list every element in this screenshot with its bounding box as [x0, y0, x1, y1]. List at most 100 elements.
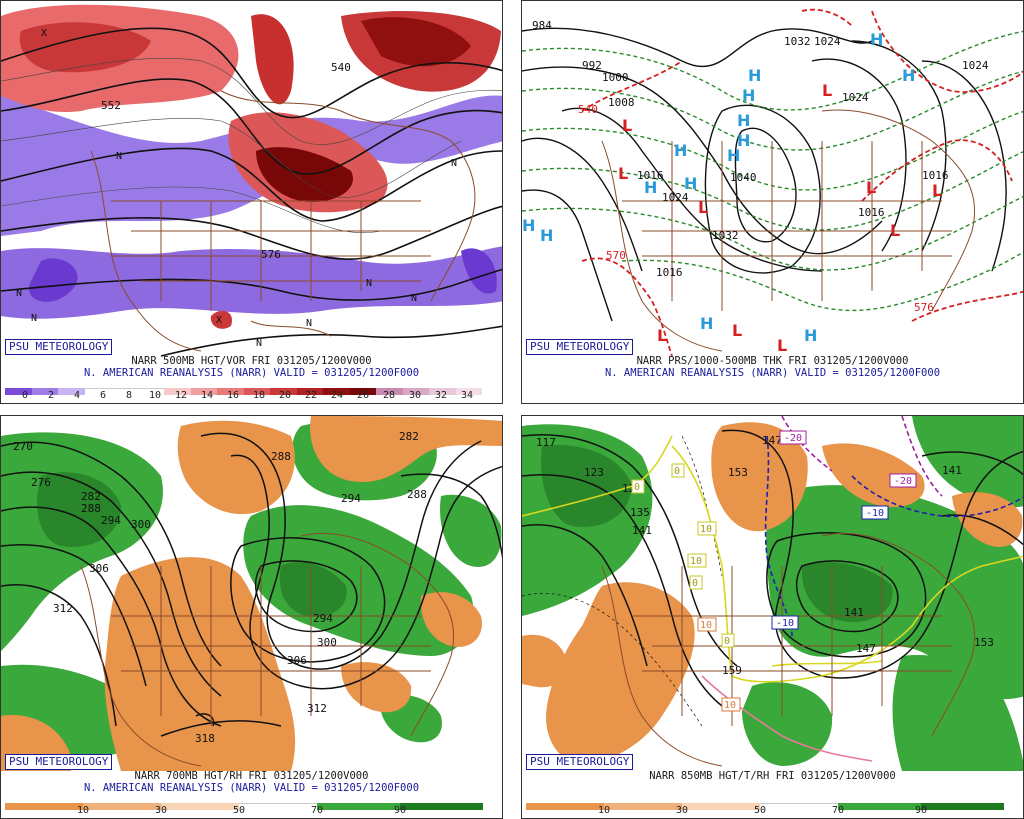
height-label: 306 — [287, 654, 307, 667]
colorbar-tick: 34 — [460, 390, 474, 401]
colorbar-tick: 10 — [76, 805, 90, 816]
colorbar-tick: 22 — [304, 390, 318, 401]
panel-caption-product: NARR 700MB HGT/RH FRI 031205/1200V000 — [134, 770, 369, 782]
colorbar-swatch — [400, 803, 483, 810]
height-label: 141 — [844, 606, 864, 619]
colorbar-swatch — [5, 388, 32, 395]
high-pressure-marker: H — [540, 226, 553, 245]
low-pressure-marker: L — [866, 178, 876, 197]
humidity-colorbar-ticks: 10 30 50 70 90 — [5, 805, 483, 817]
colorbar-tick: 10 — [148, 390, 162, 401]
vort-max-marker: X — [216, 315, 222, 326]
colorbar-swatch — [270, 388, 297, 395]
height-label: 300 — [131, 518, 151, 531]
isotherm-label: 0 — [674, 466, 680, 477]
height-label: 141 — [632, 524, 652, 537]
height-label: 117 — [536, 436, 556, 449]
height-label: 153 — [974, 636, 994, 649]
colorbar-swatch — [838, 803, 921, 810]
vorticity-colorbar-ticks: 0 2 4 6 8 10 12 14 16 18 20 22 24 26 28 … — [5, 390, 482, 402]
label-552: 552 — [101, 99, 121, 112]
high-pressure-marker: H — [674, 141, 687, 160]
colorbar-swatch — [31, 388, 58, 395]
colorbar-tick: 0 — [21, 390, 29, 401]
vort-min-marker: N — [306, 318, 312, 329]
label-576: 576 — [261, 248, 281, 261]
isobar-label: 984 — [532, 19, 552, 32]
high-pressure-marker: H — [737, 131, 750, 150]
colorbar-tick: 14 — [200, 390, 214, 401]
colorbar-tick: 32 — [434, 390, 448, 401]
colorbar-swatch — [83, 803, 161, 810]
high-pressure-marker: H — [644, 178, 657, 197]
height-label: 294 — [101, 514, 121, 527]
height-label: 300 — [317, 636, 337, 649]
colorbar-swatch — [243, 388, 270, 395]
colorbar-swatch — [604, 803, 682, 810]
high-pressure-marker: H — [684, 174, 697, 193]
panel-700mb-humidity: 270 276 282 288 294 300 306 312 318 288 … — [0, 415, 503, 819]
height-label: 312 — [307, 702, 327, 715]
vort-min-marker: N — [411, 293, 417, 304]
colorbar-swatch — [239, 803, 317, 810]
height-label: 147 — [762, 434, 782, 447]
isobar-label: 1024 — [842, 91, 869, 104]
vort-min-marker: N — [31, 313, 37, 324]
high-pressure-marker: H — [727, 146, 740, 165]
map-500mb: 552 576 540 N N N N N N X X N N — [1, 1, 502, 357]
isobar-label: 1016 — [656, 266, 683, 279]
colorbar-tick: 16 — [226, 390, 240, 401]
colorbar-tick: 6 — [99, 390, 107, 401]
vort-min-marker: N — [366, 278, 372, 289]
colorbar-tick: 70 — [310, 805, 324, 816]
panel-sea-level-pressure-thickness: H H H H H H H H H H H H H H L L L L L L … — [521, 0, 1024, 404]
colorbar-tick: 10 — [597, 805, 611, 816]
humidity-colorbar — [5, 795, 483, 810]
height-label: 318 — [195, 732, 215, 745]
high-pressure-marker: H — [522, 216, 535, 235]
colorbar-tick: 20 — [278, 390, 292, 401]
vort-min-marker: N — [116, 151, 122, 162]
panel-caption-valid: N. AMERICAN REANALYSIS (NARR) VALID = 03… — [83, 367, 420, 379]
isotherm-label: 0 — [634, 482, 640, 493]
humidity-colorbar-ticks: 10 30 50 70 90 — [526, 805, 1004, 817]
isotherm-label: 0 — [692, 578, 698, 589]
isobar-label: 1016 — [922, 169, 949, 182]
high-pressure-marker: H — [700, 314, 713, 333]
isotherm-label: 10 — [690, 556, 702, 567]
psu-meteorology-badge: PSU METEOROLOGY — [526, 754, 634, 770]
colorbar-tick: 4 — [73, 390, 81, 401]
high-pressure-marker: H — [804, 326, 817, 345]
colorbar-tick: 70 — [831, 805, 845, 816]
height-label: 294 — [341, 492, 361, 505]
colorbar-tick: 90 — [914, 805, 928, 816]
height-label: 312 — [53, 602, 73, 615]
colorbar-tick: 30 — [675, 805, 689, 816]
low-pressure-marker: L — [890, 221, 900, 240]
isobar-label: 1016 — [858, 206, 885, 219]
isotherm-label: 10 — [700, 524, 712, 535]
colorbar-swatch — [402, 388, 429, 395]
isobar-label: 1032 — [712, 229, 739, 242]
height-label: 288 — [407, 488, 427, 501]
isotherm-label: -10 — [776, 618, 794, 629]
colorbar-swatch — [111, 388, 138, 395]
panel-caption-valid: N. AMERICAN REANALYSIS (NARR) VALID = 03… — [604, 367, 941, 379]
colorbar-swatch — [349, 388, 376, 395]
colorbar-tick: 50 — [232, 805, 246, 816]
map-850mb: 117 123 129 135 141 147 153 159 141 147 … — [522, 416, 1023, 771]
thickness-label: 540 — [578, 103, 598, 116]
isobar-label: 1008 — [608, 96, 635, 109]
thickness-label: 570 — [606, 249, 626, 262]
panel-850mb-temp-humidity: 117 123 129 135 141 147 153 159 141 147 … — [521, 415, 1024, 819]
colorbar-swatch — [376, 388, 403, 395]
isotherm-label: 10 — [700, 620, 712, 631]
panel-caption-valid: N. AMERICAN REANALYSIS (NARR) VALID = 03… — [83, 782, 420, 794]
colorbar-swatch — [317, 803, 400, 810]
colorbar-swatch — [164, 388, 191, 395]
height-label: 135 — [630, 506, 650, 519]
colorbar-tick: 18 — [252, 390, 266, 401]
isobar-label: 1000 — [602, 71, 629, 84]
colorbar-swatch — [58, 388, 85, 395]
vorticity-colorbar — [5, 380, 482, 395]
